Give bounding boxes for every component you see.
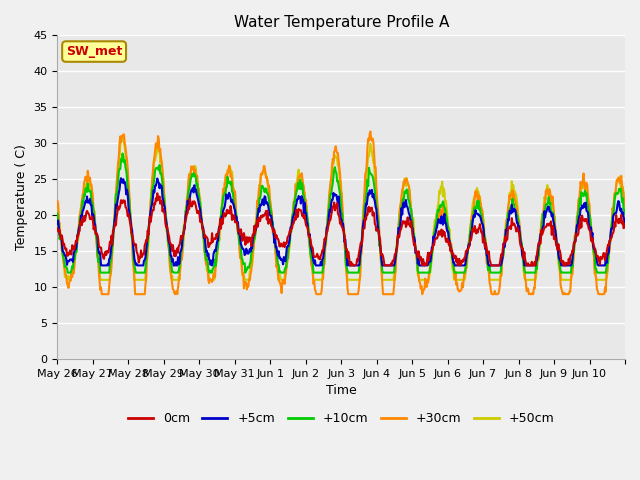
+50cm <box>401 177 409 182</box>
+5cm <box>122 183 129 189</box>
+5cm <box>117 175 125 181</box>
+10cm <box>254 206 262 212</box>
0cm <box>154 191 161 196</box>
+50cm <box>226 163 234 169</box>
+50cm <box>254 196 262 202</box>
+50cm <box>621 206 629 212</box>
0cm <box>54 225 61 231</box>
+5cm <box>254 210 262 216</box>
Line: +10cm: +10cm <box>58 154 625 273</box>
0cm <box>401 218 409 224</box>
+50cm <box>65 277 73 283</box>
Y-axis label: Temperature ( C): Temperature ( C) <box>15 144 28 250</box>
+30cm <box>433 217 441 223</box>
Line: +30cm: +30cm <box>58 132 625 294</box>
X-axis label: Time: Time <box>326 384 356 397</box>
+10cm <box>226 179 234 184</box>
+30cm <box>401 176 409 182</box>
+5cm <box>54 221 61 227</box>
+50cm <box>120 134 127 140</box>
+5cm <box>226 192 234 198</box>
+30cm <box>621 199 629 204</box>
Legend: 0cm, +5cm, +10cm, +30cm, +50cm: 0cm, +5cm, +10cm, +30cm, +50cm <box>123 407 559 430</box>
+30cm <box>253 198 261 204</box>
+10cm <box>64 270 72 276</box>
+30cm <box>121 141 129 146</box>
+5cm <box>433 224 441 230</box>
Text: SW_met: SW_met <box>66 45 122 58</box>
+50cm <box>276 272 284 277</box>
+10cm <box>118 151 126 156</box>
+10cm <box>122 165 129 170</box>
Title: Water Temperature Profile A: Water Temperature Profile A <box>234 15 449 30</box>
0cm <box>225 208 233 214</box>
+30cm <box>275 277 282 283</box>
+10cm <box>401 188 409 194</box>
0cm <box>253 217 261 223</box>
+10cm <box>276 270 284 276</box>
+30cm <box>225 163 233 169</box>
0cm <box>621 221 629 227</box>
Line: +5cm: +5cm <box>58 178 625 265</box>
0cm <box>433 236 441 241</box>
+5cm <box>621 224 629 229</box>
Line: +50cm: +50cm <box>58 137 625 280</box>
+30cm <box>367 129 374 134</box>
+5cm <box>276 255 284 261</box>
0cm <box>275 238 282 244</box>
+10cm <box>621 211 629 217</box>
+50cm <box>122 151 129 157</box>
+10cm <box>54 211 61 216</box>
+5cm <box>401 200 409 206</box>
+30cm <box>98 291 106 297</box>
Line: 0cm: 0cm <box>58 193 625 265</box>
+10cm <box>433 213 441 218</box>
0cm <box>120 199 128 205</box>
+50cm <box>54 204 61 210</box>
+30cm <box>54 198 61 204</box>
+50cm <box>433 210 441 216</box>
+5cm <box>98 263 106 268</box>
0cm <box>347 263 355 268</box>
